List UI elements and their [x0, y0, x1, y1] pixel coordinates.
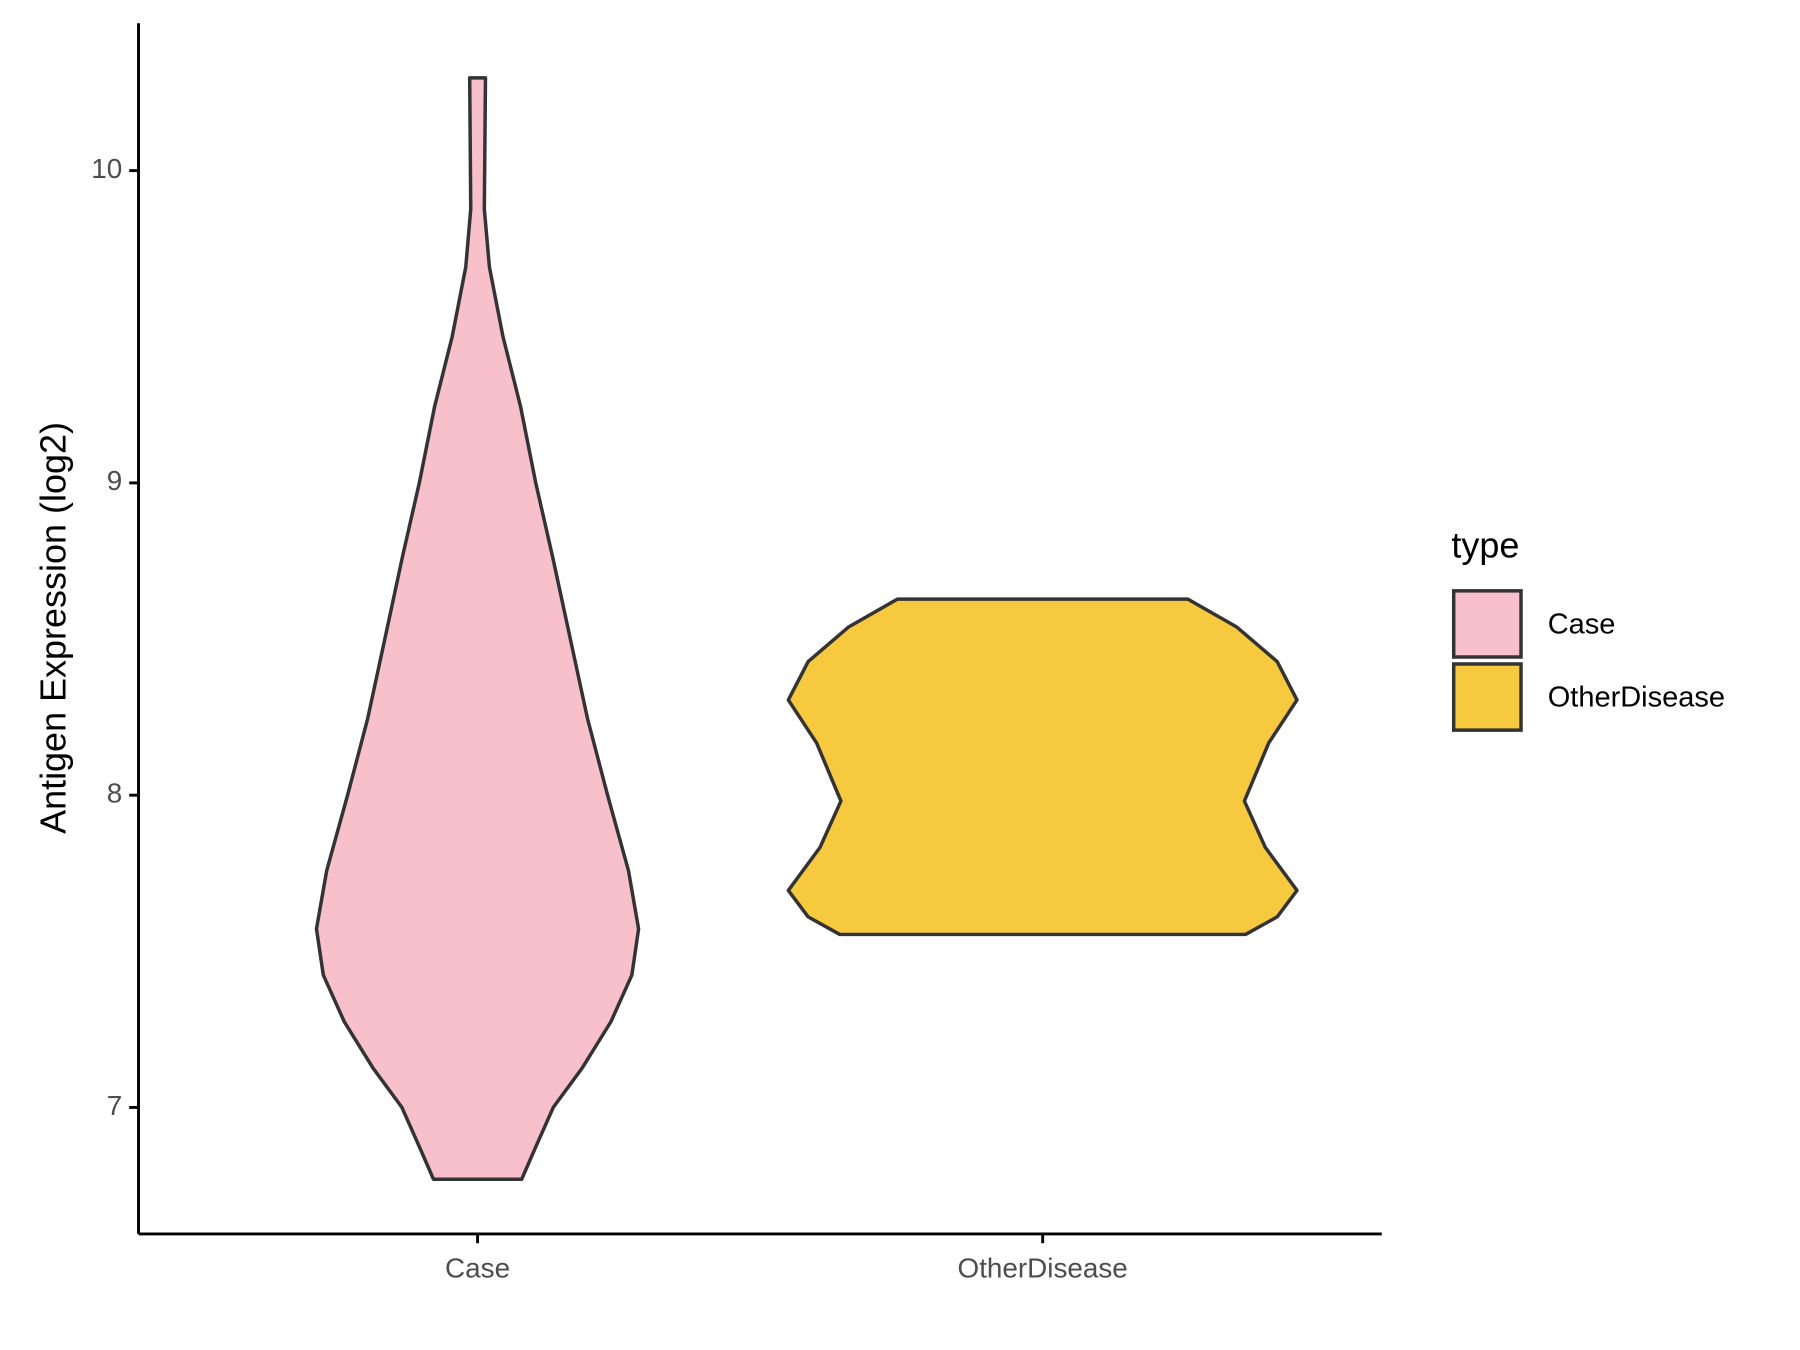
y-tick-label: 10 [91, 153, 122, 184]
violin [314, 76, 641, 1181]
legend-title: type [1451, 524, 1519, 565]
y-tick-label: 9 [107, 465, 123, 496]
legend-label: Case [1548, 608, 1616, 640]
legend-key [1451, 662, 1523, 732]
y-tick-label: 7 [107, 1090, 123, 1121]
y-tick-label: 8 [107, 778, 123, 809]
legend-label: OtherDisease [1548, 681, 1725, 713]
x-tick-label: Case [445, 1252, 510, 1283]
x-tick-label: OtherDisease [958, 1252, 1128, 1283]
y-axis-label: Antigen Expression (log2) [33, 422, 74, 834]
legend-key [1451, 589, 1523, 659]
violin [786, 597, 1299, 937]
